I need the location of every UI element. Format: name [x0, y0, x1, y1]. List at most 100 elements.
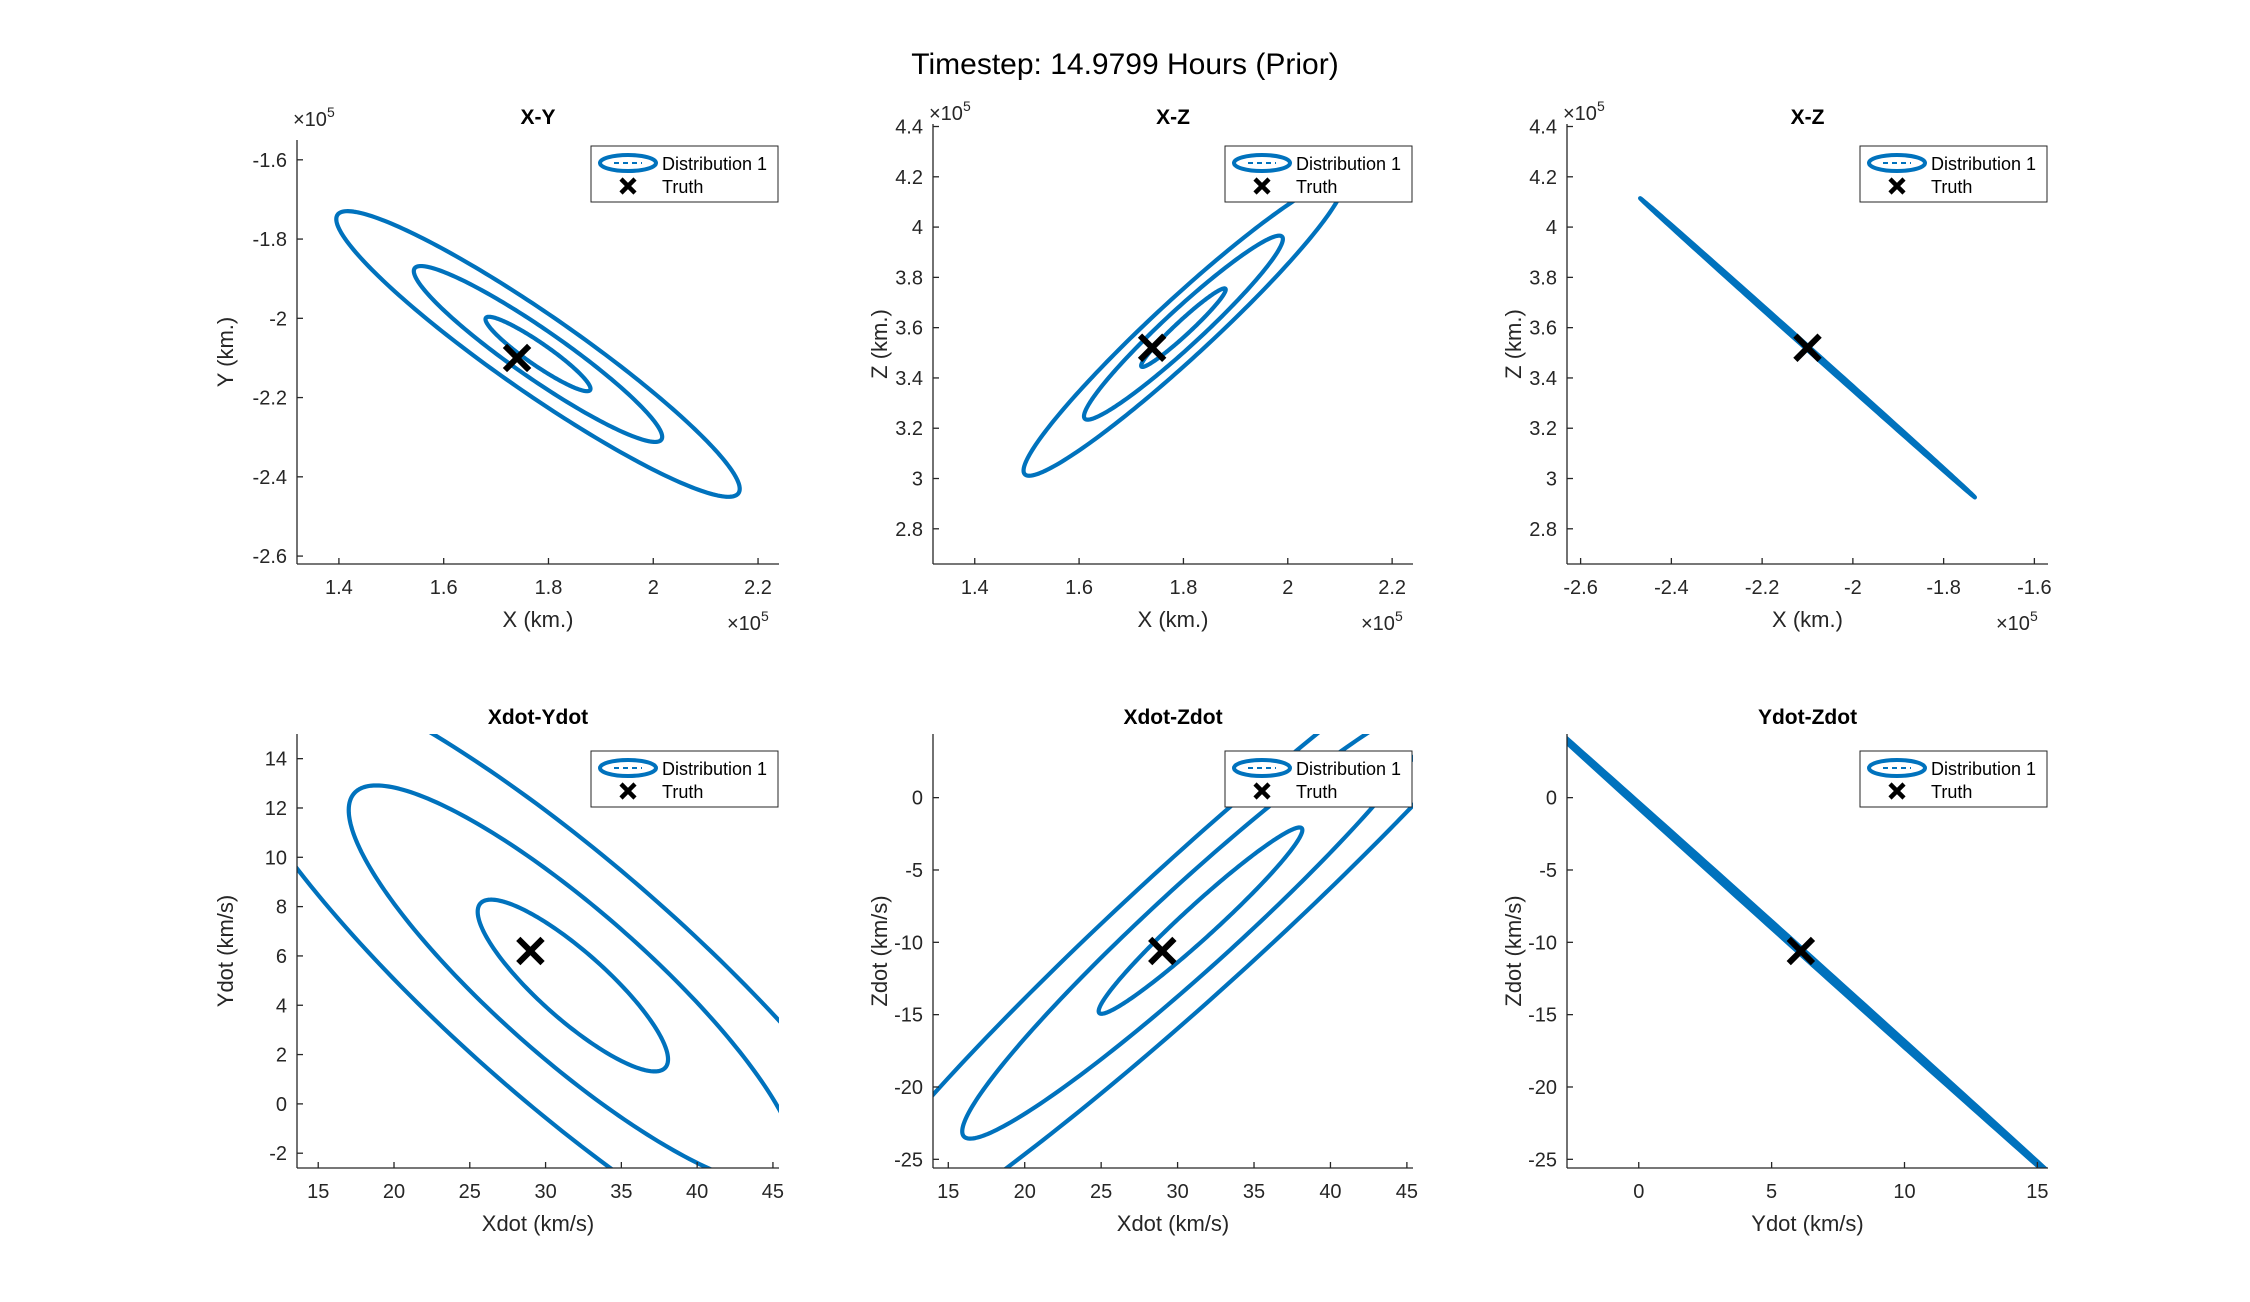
y-exponent-label: ×105: [293, 104, 335, 131]
y-tick-label: 0: [1546, 788, 1557, 810]
y-tick-label: -5: [1539, 860, 1557, 882]
subplot-title: X-Z: [1791, 106, 1825, 129]
x-tick-label: 1.6: [1065, 577, 1093, 599]
legend: Distribution 1 Truth: [590, 750, 779, 808]
y-tick-label: 14: [265, 749, 287, 771]
x-tick-label: 2: [1282, 577, 1293, 599]
y-tick-label: 2.8: [1529, 519, 1557, 541]
x-tick-label: -1.8: [1926, 577, 1960, 599]
legend-ellipse-icon: [1867, 758, 1927, 778]
x-tick-label: 0: [1633, 1181, 1644, 1203]
figure-title: Timestep: 14.9799 Hours (Prior): [911, 48, 1339, 81]
y-tick-label: 0: [912, 788, 923, 810]
data-layer: [297, 734, 779, 1168]
y-tick-label: -15: [1528, 1005, 1557, 1027]
legend-series-label: Distribution 1: [662, 154, 767, 174]
x-tick-label: 30: [1166, 1181, 1188, 1203]
legend-truth-label: Truth: [1931, 782, 1972, 802]
x-tick-label: 20: [383, 1181, 405, 1203]
x-tick-label: 15: [937, 1181, 959, 1203]
x-tick-label: 1.8: [535, 577, 563, 599]
y-tick-label: -2: [269, 308, 287, 330]
y-axis-label: Y (km.): [213, 317, 238, 387]
legend: Distribution 1 Truth: [590, 145, 779, 203]
truth-marker: [1786, 936, 1816, 966]
x-tick-label: -2.6: [1563, 577, 1597, 599]
legend-truth-label: Truth: [1931, 177, 1972, 197]
truth-marker: [502, 343, 532, 373]
distribution-contour-3: [1567, 735, 2048, 1168]
subplot-title: Ydot-Zdot: [1758, 706, 1857, 729]
legend: Distribution 1 Truth: [1224, 145, 1413, 203]
legend-ellipse-icon: [1232, 758, 1292, 778]
y-tick-label: 6: [276, 946, 287, 968]
legend-truth-label: Truth: [1296, 782, 1337, 802]
y-tick-label: 3.8: [895, 267, 923, 289]
legend-truth-icon: [1888, 782, 1906, 800]
x-axis-label: X (km.): [503, 607, 574, 632]
x-tick-label: 45: [1396, 1181, 1418, 1203]
y-tick-label: -1.6: [253, 150, 287, 172]
x-tick-label: 10: [1893, 1181, 1915, 1203]
y-axis-label: Z (km.): [1501, 309, 1526, 379]
subplot-2: 1.4 1.6 1.8 2 2.2 2.8 3 3.2 3.4 3.6 3.8 4 4.2 4.4 ×105…: [867, 98, 1413, 635]
distribution-contour-3: [1021, 177, 1346, 478]
truth-marker: [1793, 333, 1822, 363]
subplot-3: -2.6 -2.4 -2.2 -2 -1.8 -1.6 2.8 3 3.2 3.4 3.6 3.8 4 4…: [1501, 98, 2052, 635]
x-tick-label: 1.4: [325, 577, 353, 599]
legend-series-label: Distribution 1: [1931, 759, 2036, 779]
y-tick-label: -2: [269, 1143, 287, 1165]
distribution-contour-3: [334, 209, 742, 499]
y-axis-label: Zdot (km/s): [1501, 895, 1526, 1006]
x-tick-label: 40: [1319, 1181, 1341, 1203]
x-tick-label: 5: [1766, 1181, 1777, 1203]
x-tick-label: 2.2: [744, 577, 772, 599]
y-tick-label: -1.8: [253, 229, 287, 251]
x-tick-label: 15: [2026, 1181, 2048, 1203]
y-tick-label: -10: [894, 932, 923, 954]
x-axis-label: X (km.): [1772, 607, 1843, 632]
x-tick-label: 1.6: [430, 577, 458, 599]
x-tick-label: -2: [1844, 577, 1862, 599]
y-tick-label: 3.6: [895, 318, 923, 340]
y-tick-label: -15: [894, 1005, 923, 1027]
x-exponent-label: ×105: [1996, 608, 2038, 635]
x-axis-label: Xdot (km/s): [1117, 1211, 1229, 1236]
x-tick-label: 1.4: [961, 577, 989, 599]
x-tick-label: 25: [459, 1181, 481, 1203]
x-tick-label: 30: [534, 1181, 556, 1203]
x-tick-label: 2.2: [1378, 577, 1406, 599]
x-tick-label: 35: [1243, 1181, 1265, 1203]
legend-truth-label: Truth: [662, 782, 703, 802]
data-layer: [1567, 735, 2048, 1168]
y-tick-label: -5: [905, 860, 923, 882]
distribution-contour-2: [411, 263, 665, 445]
distribution-contour-2: [346, 783, 779, 1168]
x-exponent-label: ×105: [727, 608, 769, 635]
legend-ellipse-icon: [598, 758, 658, 778]
y-exponent-label: ×105: [1563, 98, 1605, 125]
y-axis-label: Z (km.): [867, 309, 892, 379]
y-tick-label: -10: [1528, 932, 1557, 954]
distribution-contour-2: [1081, 233, 1285, 422]
x-tick-label: 35: [610, 1181, 632, 1203]
y-tick-label: -25: [1528, 1149, 1557, 1171]
y-exponent-label: ×105: [929, 98, 971, 125]
truth-marker: [516, 936, 545, 966]
x-tick-label: -2.4: [1654, 577, 1688, 599]
legend-series-label: Distribution 1: [1296, 154, 1401, 174]
y-tick-label: 3.8: [1529, 267, 1557, 289]
legend-ellipse-icon: [1232, 153, 1292, 173]
y-tick-label: 3: [1546, 469, 1557, 491]
legend-ellipse-icon: [1867, 153, 1927, 173]
x-exponent-label: ×105: [1361, 608, 1403, 635]
subplot-title: Xdot-Zdot: [1123, 706, 1222, 729]
x-tick-label: -2.2: [1745, 577, 1779, 599]
legend-series-label: Distribution 1: [1296, 759, 1401, 779]
x-tick-label: 40: [686, 1181, 708, 1203]
legend: Distribution 1 Truth: [1859, 750, 2048, 808]
subplot-title: X-Y: [520, 106, 555, 129]
x-tick-label: 25: [1090, 1181, 1112, 1203]
distribution-contour-1: [483, 314, 593, 394]
